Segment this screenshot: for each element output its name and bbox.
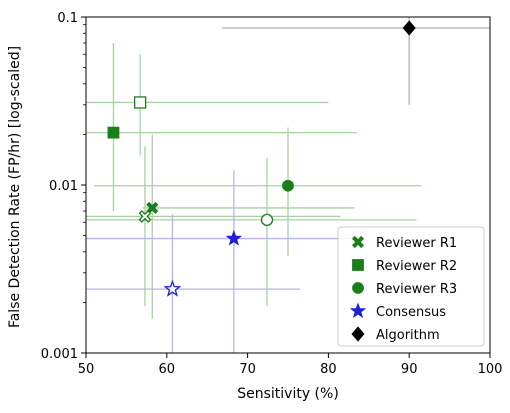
y-tick-label: 0.001 (41, 347, 78, 362)
reviewer-r1-open-point (138, 210, 152, 223)
reviewer-r2-point (107, 126, 120, 139)
legend-marker (349, 302, 367, 319)
legend-label: Reviewer R2 (376, 259, 457, 274)
x-tick-label: 80 (320, 362, 337, 377)
reviewer-r2-open-point (133, 96, 147, 109)
legend-marker (352, 259, 364, 271)
legend: Reviewer R1 Reviewer R2 Reviewer R3 Consens… (337, 226, 485, 347)
y-axis-label: False Detection Rate (FP/hr) [log-scaled… (7, 46, 23, 328)
reviewer-r1-point (146, 201, 159, 215)
x-axis-label: Sensitivity (%) (237, 386, 339, 402)
legend-marker (351, 326, 365, 342)
consensus-open-point (163, 279, 182, 297)
legend-label: Reviewer R3 (376, 282, 457, 297)
x-tick-label: 60 (159, 362, 176, 377)
y-tick-label: 0.01 (49, 179, 78, 194)
y-tick-label: 0.1 (57, 11, 78, 26)
legend-label: Reviewer R1 (376, 236, 457, 251)
reviewer-r3-open-point (260, 213, 274, 227)
x-tick-label: 50 (78, 362, 95, 377)
consensus-point (225, 229, 243, 246)
legend-marker (352, 282, 364, 294)
algorithm-point (402, 20, 416, 36)
legend-label: Algorithm (376, 328, 440, 343)
legend-marker (351, 235, 365, 249)
legend-box (337, 226, 485, 347)
x-tick-label: 70 (239, 362, 256, 377)
y-axis-ticks: 0.001 0.01 0.1 (41, 11, 86, 362)
reviewer-r3-point (282, 179, 294, 192)
x-tick-label: 90 (401, 362, 418, 377)
legend-label: Consensus (376, 305, 446, 320)
x-tick-label: 100 (478, 362, 503, 377)
markers-layer (107, 20, 416, 297)
x-axis-ticks: 50 60 70 80 90 100 (78, 353, 503, 377)
